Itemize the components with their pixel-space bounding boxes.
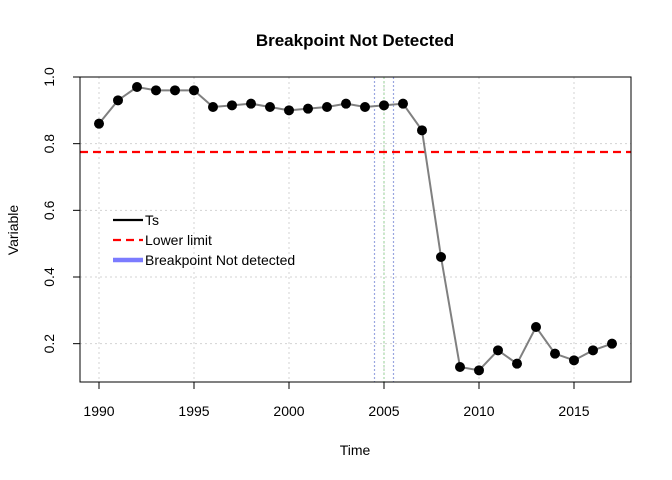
data-point (322, 102, 332, 112)
data-point (474, 365, 484, 376)
legend-label: Breakpoint Not detected (145, 252, 295, 268)
chart-title: Breakpoint Not Detected (256, 31, 454, 50)
x-tick-label: 2005 (368, 403, 399, 419)
x-tick-label: 1995 (178, 403, 209, 419)
data-point (512, 358, 522, 369)
data-point (531, 322, 541, 332)
x-tick-label: 2010 (463, 403, 494, 419)
data-point (151, 85, 161, 96)
grid (80, 76, 631, 382)
data-point (170, 85, 180, 96)
y-axis-label: Variable (5, 205, 21, 256)
x-tick-label: 2015 (558, 403, 589, 419)
data-point (607, 338, 617, 349)
data-point (493, 345, 503, 356)
y-tick-label: 0.2 (41, 334, 57, 354)
data-point (227, 100, 237, 111)
data-point (94, 118, 104, 129)
data-point (436, 252, 446, 262)
data-point (341, 98, 351, 109)
y-tick-label: 0.6 (41, 200, 57, 220)
data-point (398, 98, 408, 109)
data-point (550, 348, 560, 359)
plot-lines (80, 77, 631, 382)
series-layer (94, 82, 617, 376)
y-tick-label: 1.0 (41, 67, 57, 87)
data-point (417, 125, 427, 136)
x-axis-label: Time (340, 442, 371, 458)
data-point (588, 345, 598, 356)
data-point (303, 103, 313, 114)
data-point (455, 362, 465, 372)
data-point (379, 100, 389, 111)
series-line (98, 85, 613, 372)
legend-label: Lower limit (145, 232, 212, 248)
plot-frame (79, 76, 632, 383)
y-tick-label: 0.4 (41, 267, 57, 287)
data-point (132, 82, 142, 92)
x-axis: 1990 1995 2000 2005 2010 2015 (83, 381, 590, 419)
legend-label: Ts (145, 212, 159, 228)
data-point (189, 85, 199, 96)
legend: Ts Lower limit Breakpoint Not detected (113, 212, 295, 268)
data-point (113, 95, 123, 106)
data-point (208, 102, 218, 112)
data-point (360, 102, 370, 112)
y-tick-label: 0.8 (41, 134, 57, 154)
x-tick-label: 1990 (83, 403, 114, 419)
y-axis: 0.2 0.4 0.6 0.8 1.0 (41, 67, 81, 354)
data-point (265, 102, 275, 112)
data-point (569, 355, 579, 366)
data-point (284, 105, 294, 116)
data-point (246, 98, 256, 109)
x-tick-label: 2000 (273, 403, 304, 419)
